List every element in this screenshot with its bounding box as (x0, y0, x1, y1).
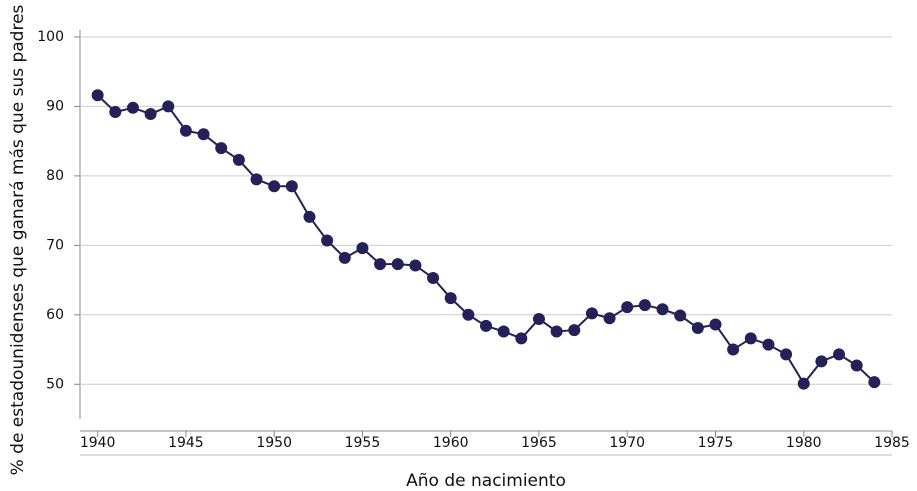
data-point (497, 325, 510, 338)
data-point (427, 271, 440, 284)
data-point (868, 376, 881, 389)
data-point (691, 322, 704, 335)
data-point (462, 308, 475, 321)
y-tick-label: 70 (46, 237, 64, 253)
data-point (356, 242, 369, 255)
x-axis-title: Año de nacimiento (406, 471, 566, 491)
data-point (109, 105, 122, 118)
data-point (391, 258, 404, 271)
data-point (621, 301, 634, 314)
y-tick-label: 50 (46, 376, 64, 392)
data-point (409, 259, 422, 272)
y-tick-label: 80 (46, 168, 64, 184)
data-point (638, 299, 651, 312)
data-point (709, 318, 722, 331)
data-point (250, 173, 263, 186)
x-tick-label: 1985 (874, 435, 910, 451)
data-point (744, 332, 757, 345)
x-tick-label: 1945 (168, 435, 204, 451)
data-point (780, 348, 793, 361)
x-tick-label: 1975 (698, 435, 734, 451)
data-point (532, 312, 545, 325)
x-tick-label: 1955 (345, 435, 381, 451)
x-tick-label: 1970 (609, 435, 645, 451)
data-point (338, 251, 351, 264)
x-tick-label: 1940 (80, 435, 116, 451)
data-point (674, 309, 687, 322)
series-line (96, 94, 876, 386)
data-point (797, 377, 810, 390)
data-point (215, 142, 228, 155)
data-point (126, 101, 139, 114)
data-point (268, 180, 281, 193)
data-point (656, 303, 669, 316)
x-tick-label: 1950 (256, 435, 292, 451)
x-tick-label: 1960 (433, 435, 469, 451)
data-point (179, 124, 192, 137)
data-point (444, 292, 457, 305)
y-tick-label: 60 (46, 307, 64, 323)
data-point (321, 234, 334, 247)
data-point (285, 180, 298, 193)
data-point (833, 348, 846, 361)
data-point (815, 355, 828, 368)
data-point (197, 128, 210, 141)
data-point (162, 100, 175, 113)
y-tick-label: 90 (46, 98, 64, 114)
data-point (91, 89, 104, 102)
data-point (515, 332, 528, 345)
data-point (568, 324, 581, 337)
y-tick-label: 100 (37, 29, 64, 45)
data-point (727, 343, 740, 356)
data-point (850, 359, 863, 372)
data-point (603, 312, 616, 325)
data-point (374, 258, 387, 271)
data-point (144, 108, 157, 121)
data-point (585, 307, 598, 320)
y-axis-title: % de estadounidenses que ganará más que … (8, 4, 28, 475)
data-point (303, 210, 316, 223)
data-point (480, 319, 492, 332)
x-tick-label: 1980 (786, 435, 822, 451)
x-tick-label: 1965 (521, 435, 557, 451)
data-point (762, 338, 775, 351)
data-point (232, 153, 245, 166)
data-point (550, 325, 563, 338)
